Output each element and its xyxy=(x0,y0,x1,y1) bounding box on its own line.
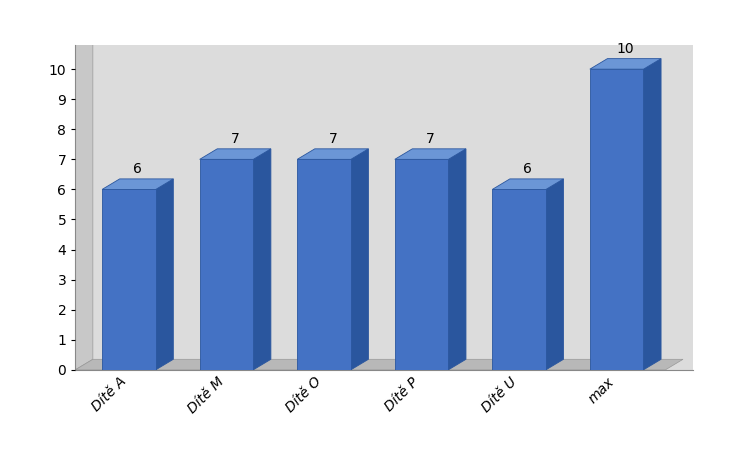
Text: 6: 6 xyxy=(133,162,142,176)
Text: 7: 7 xyxy=(426,133,434,147)
Polygon shape xyxy=(395,149,466,159)
Polygon shape xyxy=(351,149,368,370)
Polygon shape xyxy=(546,179,563,370)
Bar xyxy=(102,189,156,370)
Bar xyxy=(395,159,448,370)
Polygon shape xyxy=(644,59,661,370)
Text: 10: 10 xyxy=(617,42,634,56)
Bar xyxy=(590,69,644,370)
Bar xyxy=(297,159,351,370)
Polygon shape xyxy=(200,149,271,159)
Polygon shape xyxy=(102,179,173,189)
Polygon shape xyxy=(253,149,271,370)
Text: 7: 7 xyxy=(231,133,239,147)
Polygon shape xyxy=(156,179,173,370)
Polygon shape xyxy=(492,179,563,189)
Bar xyxy=(492,189,546,370)
Text: 7: 7 xyxy=(328,133,337,147)
Polygon shape xyxy=(297,149,368,159)
Polygon shape xyxy=(75,35,93,370)
Polygon shape xyxy=(75,359,683,370)
Polygon shape xyxy=(590,59,661,69)
Text: 6: 6 xyxy=(523,162,532,176)
Bar xyxy=(200,159,253,370)
Polygon shape xyxy=(448,149,466,370)
